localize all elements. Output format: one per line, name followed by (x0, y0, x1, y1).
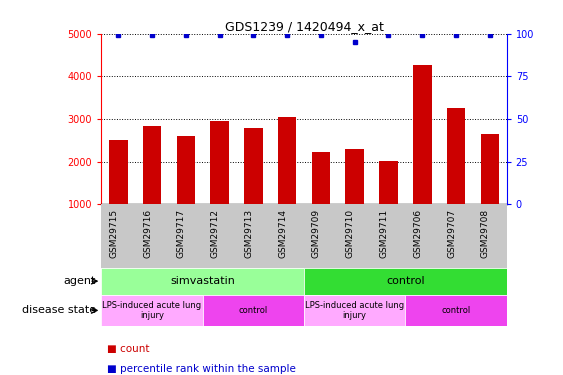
Title: GDS1239 / 1420494_x_at: GDS1239 / 1420494_x_at (225, 20, 383, 33)
Text: GSM29715: GSM29715 (109, 209, 118, 258)
Text: GSM29708: GSM29708 (481, 209, 490, 258)
Bar (101, 268, 304, 295)
Text: disease state: disease state (21, 305, 96, 315)
Bar (405, 295, 507, 326)
Bar (304, 268, 507, 295)
Text: GSM29710: GSM29710 (346, 209, 355, 258)
Text: GSM29716: GSM29716 (143, 209, 152, 258)
Bar (143, 126, 161, 204)
Bar (203, 295, 304, 326)
Text: GSM29706: GSM29706 (413, 209, 422, 258)
Text: ■ percentile rank within the sample: ■ percentile rank within the sample (107, 364, 296, 374)
Text: ■ count: ■ count (107, 344, 149, 354)
Text: agent: agent (63, 276, 96, 286)
Bar (304, 295, 405, 326)
Text: GSM29713: GSM29713 (244, 209, 253, 258)
Text: GSM29709: GSM29709 (312, 209, 321, 258)
Text: control: control (386, 276, 425, 286)
Bar (413, 65, 431, 204)
Text: GSM29714: GSM29714 (278, 209, 287, 258)
Bar (177, 136, 195, 204)
Text: LPS-induced acute lung
injury: LPS-induced acute lung injury (102, 301, 202, 320)
Bar (379, 161, 397, 204)
Text: GSM29707: GSM29707 (447, 209, 456, 258)
Text: control: control (239, 306, 268, 315)
Bar (345, 149, 364, 204)
Bar (480, 134, 499, 204)
Text: control: control (441, 306, 471, 315)
Bar (278, 117, 296, 204)
Bar (446, 108, 465, 204)
Text: GSM29712: GSM29712 (211, 209, 220, 258)
Bar (210, 121, 229, 204)
Text: GSM29711: GSM29711 (379, 209, 388, 258)
Text: LPS-induced acute lung
injury: LPS-induced acute lung injury (305, 301, 404, 320)
Bar (109, 140, 127, 204)
Bar (101, 295, 203, 326)
Bar (311, 152, 330, 204)
Text: simvastatin: simvastatin (170, 276, 235, 286)
Text: GSM29717: GSM29717 (177, 209, 186, 258)
Bar (244, 129, 262, 204)
